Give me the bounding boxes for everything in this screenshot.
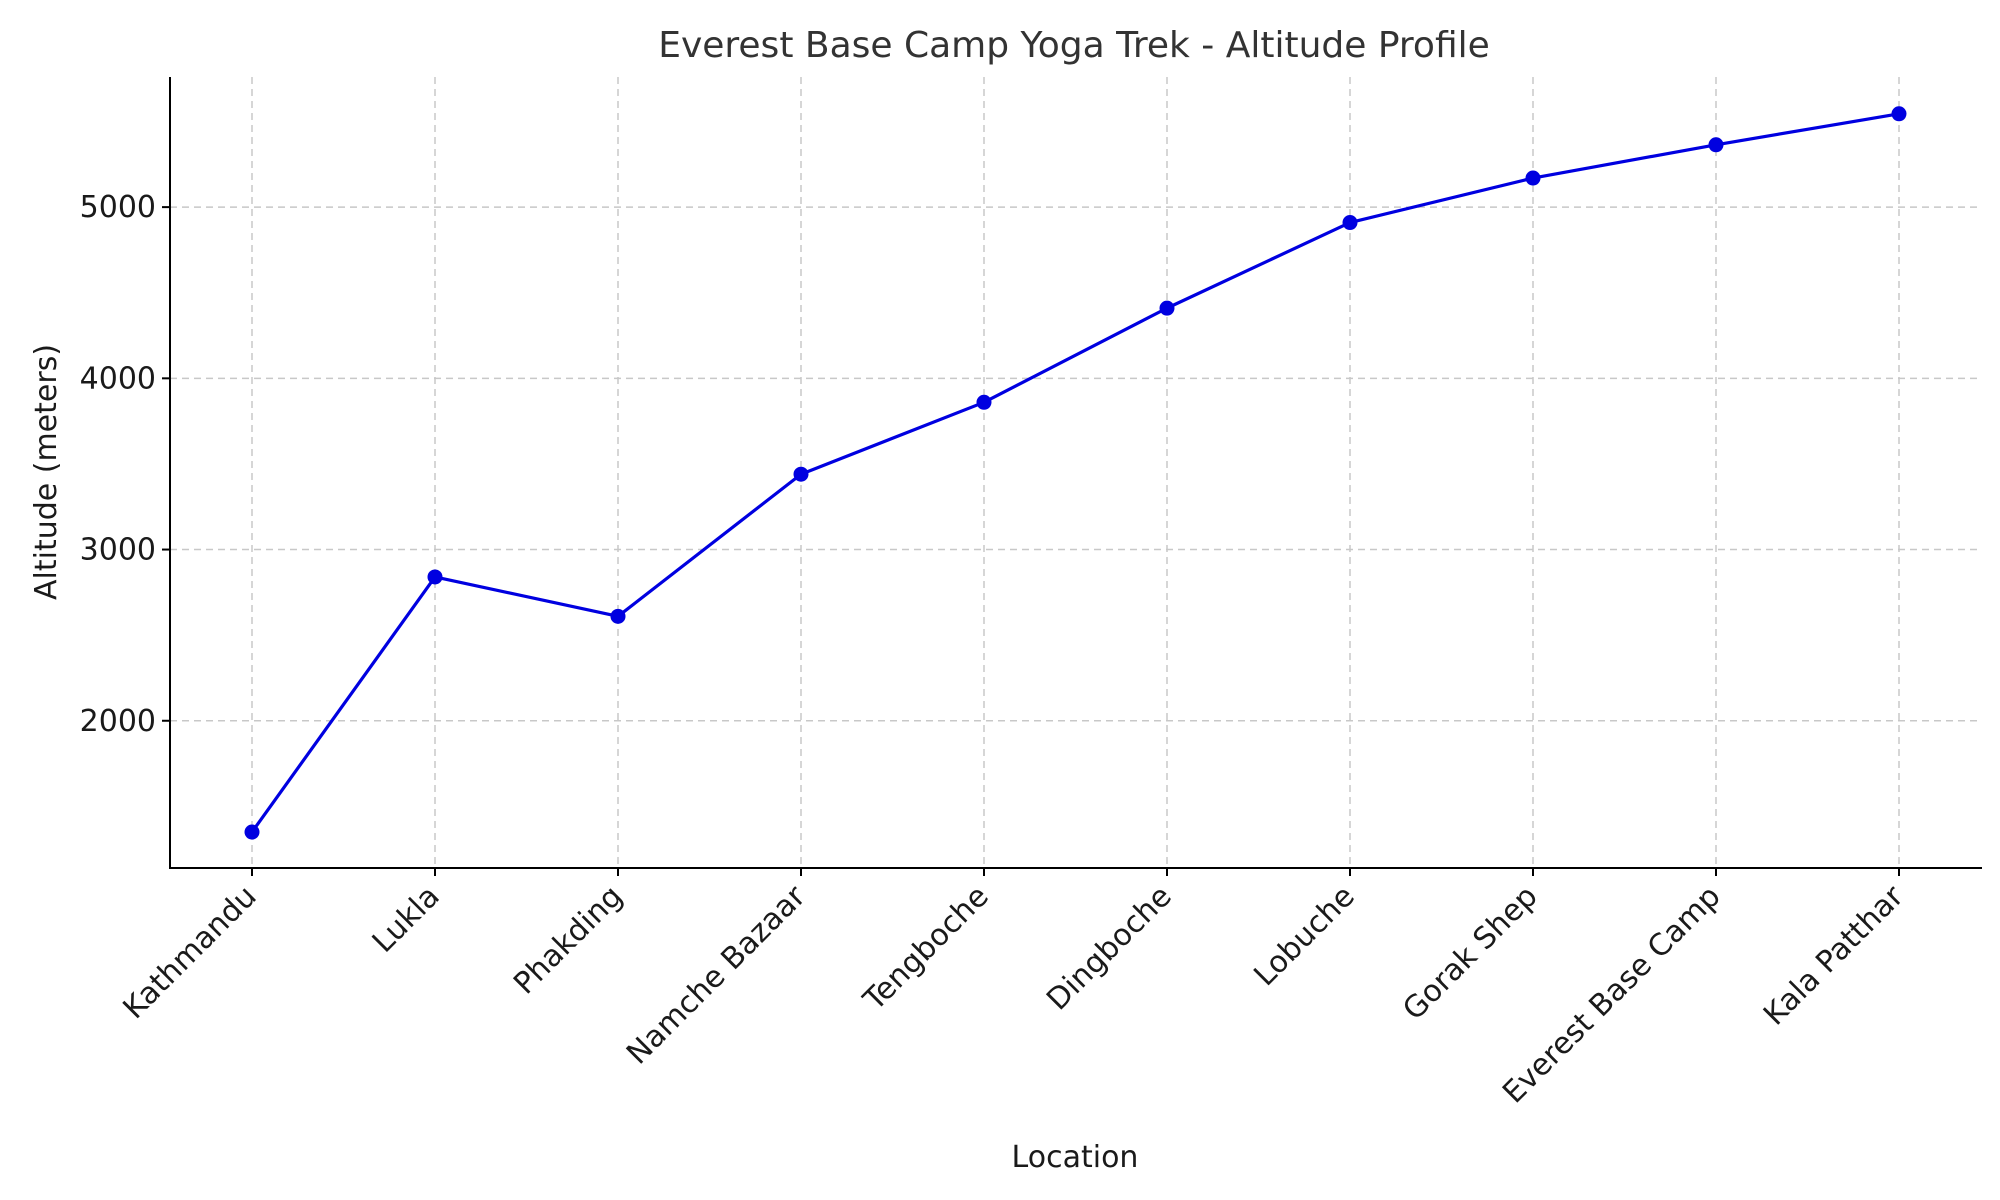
data-point [244, 824, 260, 840]
y-tick-label: 2000 [80, 704, 156, 739]
x-tick-label: Lukla [366, 879, 447, 960]
data-point [793, 466, 809, 482]
axis-spine [169, 77, 1982, 869]
grid-lines [170, 77, 1982, 868]
data-point [610, 608, 626, 624]
data-point [1342, 215, 1358, 231]
x-tick-label: Kathmandu [117, 879, 264, 1026]
x-tick-label: Tengboche [856, 879, 995, 1018]
y-tick-label: 5000 [80, 190, 156, 225]
x-tick-label: Kala Patthar [1757, 878, 1911, 1032]
data-point [1525, 170, 1541, 186]
axes [169, 77, 1982, 869]
y-axis-label: Altitude (meters) [29, 344, 64, 600]
y-axis-ticks: 2000 3000 4000 5000 [80, 190, 170, 739]
data-point [1708, 137, 1724, 153]
data-point [427, 569, 443, 585]
x-tick-label: Gorak Shep [1396, 879, 1544, 1027]
series [244, 106, 1907, 840]
x-axis-label: Location [1012, 1140, 1139, 1175]
y-tick-label: 4000 [80, 361, 156, 396]
x-tick-label: Phakding [507, 879, 630, 1002]
data-point [976, 394, 992, 410]
chart-title: Everest Base Camp Yoga Trek - Altitude P… [658, 25, 1490, 66]
data-point [1891, 106, 1907, 122]
data-point [1159, 300, 1175, 316]
x-tick-label: Namche Bazaar [620, 878, 813, 1071]
y-tick-label: 3000 [80, 533, 156, 568]
x-tick-label: Lobuche [1247, 879, 1361, 993]
x-tick-label: Dingboche [1040, 879, 1178, 1017]
series-line [250, 112, 1900, 833]
